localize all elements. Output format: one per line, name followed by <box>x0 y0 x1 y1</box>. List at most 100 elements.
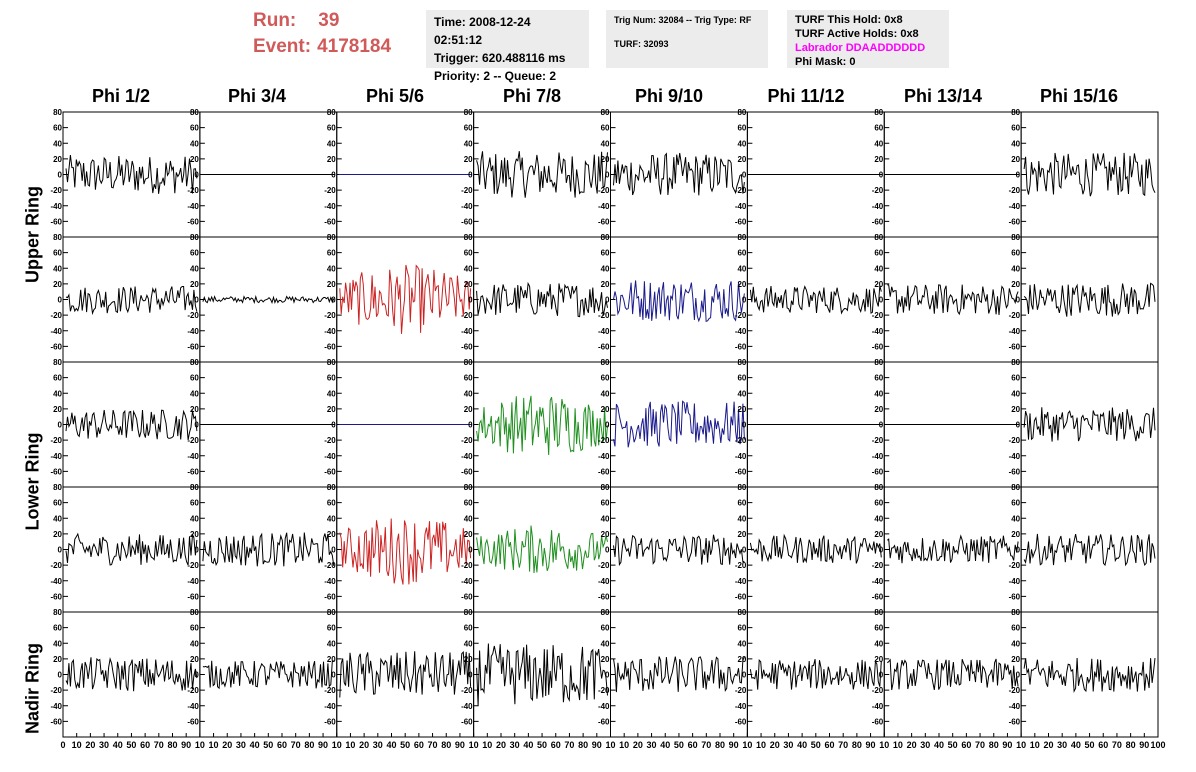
ytick-label-r3-c4-3: 0 <box>605 546 610 555</box>
ytick-label-r2-c3-7: 80 <box>464 358 473 367</box>
ytick-label-r1-c3-5: 40 <box>464 264 473 273</box>
xtick-label-23: 30 <box>373 740 383 750</box>
ytick-label-r3-c3-2: -20 <box>461 561 473 570</box>
ytick-label-r1-c1-6: 60 <box>190 249 199 258</box>
ytick-label-r4-c7-2: -20 <box>1009 686 1021 695</box>
xtick-label-21: 10 <box>345 740 355 750</box>
ytick-label-r1-c5-4: 20 <box>737 280 746 289</box>
ytick-label-r2-c4-3: 0 <box>605 421 610 430</box>
ytick-label-r4-c4-4: 20 <box>601 655 610 664</box>
ytick-label-r3-c6-2: -20 <box>872 561 884 570</box>
ytick-label-r2-c4-1: -40 <box>598 452 610 461</box>
ytick-label-r2-c6-0: -60 <box>872 467 884 476</box>
waveform-r3-c3 <box>476 525 608 574</box>
xtick-label-1: 10 <box>72 740 82 750</box>
run-event-block: Run: 39 Event: 4178184 <box>253 8 391 60</box>
xtick-label-39: 90 <box>592 740 602 750</box>
ytick-label-r4-c2-0: -60 <box>324 717 336 726</box>
xtick-label-47: 70 <box>701 740 711 750</box>
ytick-label-r0-c4-4: 20 <box>601 155 610 164</box>
waveform-r2-c0 <box>65 409 198 440</box>
phi-mask-text: Phi Mask: 0 <box>795 56 856 68</box>
xtick-label-70: 10 <box>1016 740 1026 750</box>
xtick-label-38: 80 <box>578 740 588 750</box>
xtick-label-29: 90 <box>455 740 465 750</box>
ytick-label-r0-c6-2: -20 <box>872 186 884 195</box>
ytick-label-r1-c0-7: 80 <box>53 233 62 242</box>
ytick-label-r2-c2-0: -60 <box>324 467 336 476</box>
ytick-label-r1-c1-5: 40 <box>190 264 199 273</box>
ytick-label-r4-c5-7: 80 <box>737 608 746 617</box>
ytick-label-r0-c3-1: -40 <box>461 202 473 211</box>
xtick-label-31: 10 <box>482 740 492 750</box>
ytick-label-r0-c5-0: -60 <box>735 217 747 226</box>
ytick-label-r4-c2-7: 80 <box>327 608 336 617</box>
xtick-label-27: 70 <box>428 740 438 750</box>
ytick-label-r4-c4-2: -20 <box>598 686 610 695</box>
ytick-label-r3-c2-0: -60 <box>324 592 336 601</box>
ytick-label-r0-c5-6: 60 <box>737 124 746 133</box>
ytick-label-r1-c2-4: 20 <box>327 280 336 289</box>
xtick-label-24: 40 <box>386 740 396 750</box>
ytick-label-r0-c7-1: -40 <box>1009 202 1021 211</box>
xtick-label-67: 70 <box>975 740 985 750</box>
ytick-label-r0-c5-7: 80 <box>737 108 746 117</box>
ytick-label-r4-c6-0: -60 <box>872 717 884 726</box>
ytick-label-r3-c1-1: -40 <box>187 577 199 586</box>
ytick-label-r2-c5-3: 0 <box>742 421 747 430</box>
ytick-label-r1-c7-7: 80 <box>1011 233 1020 242</box>
ytick-label-r3-c6-3: 0 <box>879 546 884 555</box>
ytick-label-r2-c0-3: 0 <box>58 421 63 430</box>
ytick-label-r2-c4-0: -60 <box>598 467 610 476</box>
ytick-label-r0-c7-3: 0 <box>1016 171 1021 180</box>
ytick-label-r4-c3-3: 0 <box>468 671 473 680</box>
ytick-label-r4-c0-0: -60 <box>50 717 62 726</box>
waveform-r1-c6 <box>887 284 1019 316</box>
ytick-label-r4-c0-5: 40 <box>53 639 62 648</box>
xtick-label-30: 10 <box>469 740 479 750</box>
turf-active-text: TURF Active Holds: 0x8 <box>795 28 919 40</box>
ytick-label-r4-c7-3: 0 <box>1016 671 1021 680</box>
ytick-label-r0-c3-7: 80 <box>464 108 473 117</box>
trigger-text: Trigger: 620.488116 ms <box>434 51 566 65</box>
ytick-label-r0-c0-2: -20 <box>50 186 62 195</box>
ytick-label-r1-c4-6: 60 <box>601 249 610 258</box>
ytick-label-r2-c3-5: 40 <box>464 389 473 398</box>
ytick-label-r1-c2-7: 80 <box>327 233 336 242</box>
time-info-panel: Time: 2008-12-24 02:51:12 Trigger: 620.4… <box>426 10 589 83</box>
ytick-label-r4-c0-2: -20 <box>50 686 62 695</box>
ytick-label-r0-c3-5: 40 <box>464 139 473 148</box>
ytick-label-r1-c2-0: -60 <box>324 342 336 351</box>
waveform-r4-c1 <box>202 660 335 690</box>
ytick-label-r4-c5-1: -40 <box>735 702 747 711</box>
ytick-label-r4-c4-1: -40 <box>598 702 610 711</box>
xtick-label-80: 100 <box>1150 740 1165 750</box>
ytick-label-r3-c7-2: -20 <box>1009 561 1021 570</box>
ytick-label-r1-c2-3: 0 <box>331 296 336 305</box>
ytick-label-r1-c0-3: 0 <box>58 296 63 305</box>
ytick-label-r0-c7-6: 60 <box>1011 124 1020 133</box>
ytick-label-r3-c1-5: 40 <box>190 514 199 523</box>
ytick-label-r1-c4-5: 40 <box>601 264 610 273</box>
ytick-label-r1-c1-2: -20 <box>187 311 199 320</box>
ytick-label-r2-c0-1: -40 <box>50 452 62 461</box>
ytick-label-r3-c3-0: -60 <box>461 592 473 601</box>
ytick-label-r4-c2-4: 20 <box>327 655 336 664</box>
xtick-label-55: 50 <box>811 740 821 750</box>
xtick-label-78: 80 <box>1126 740 1136 750</box>
ytick-label-r3-c0-4: 20 <box>53 530 62 539</box>
ytick-label-r2-c3-0: -60 <box>461 467 473 476</box>
ytick-label-r3-c0-2: -20 <box>50 561 62 570</box>
ytick-label-r0-c2-6: 60 <box>327 124 336 133</box>
ytick-label-r1-c1-3: 0 <box>194 296 199 305</box>
xtick-label-13: 30 <box>236 740 246 750</box>
ytick-label-r4-c6-2: -20 <box>872 686 884 695</box>
ytick-label-r4-c1-7: 80 <box>190 608 199 617</box>
ytick-label-r0-c2-3: 0 <box>331 171 336 180</box>
ytick-label-r0-c0-6: 60 <box>53 124 62 133</box>
phi-label-1: Phi 1/2 <box>91 86 151 106</box>
ytick-label-r0-c5-3: 0 <box>742 171 747 180</box>
ytick-label-r3-c5-6: 60 <box>737 499 746 508</box>
ytick-label-r1-c6-4: 20 <box>874 280 883 289</box>
ytick-label-r0-c3-4: 20 <box>464 155 473 164</box>
